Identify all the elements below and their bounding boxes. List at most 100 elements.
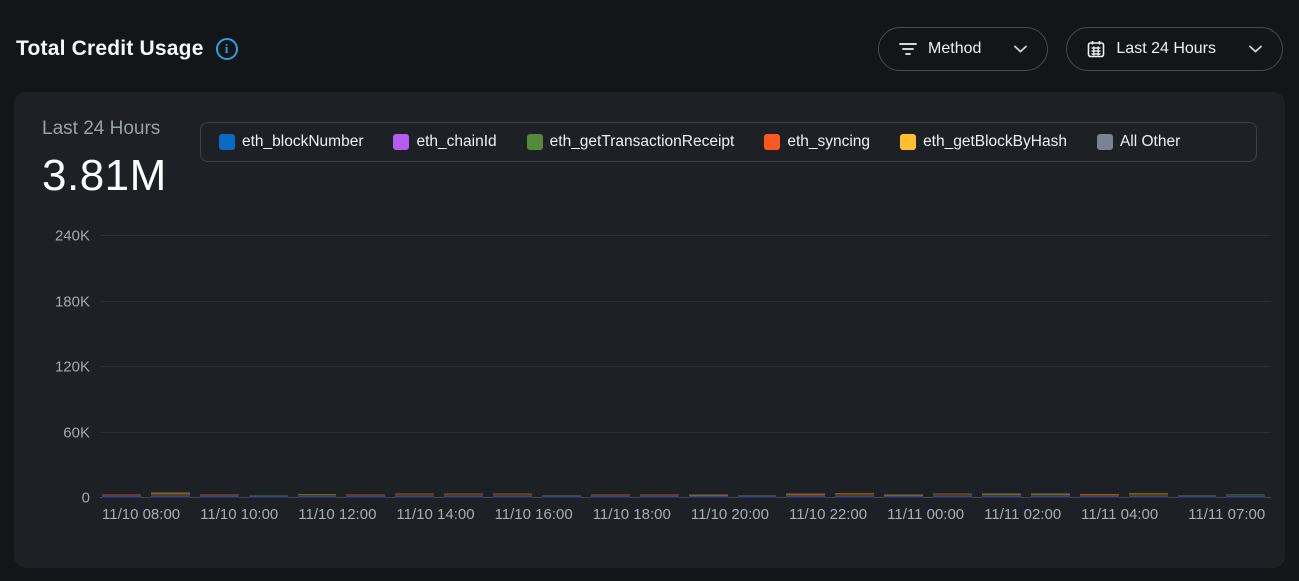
- bar-segment: [884, 495, 924, 496]
- bar-segment: [835, 494, 875, 495]
- bar-segment: [395, 494, 435, 495]
- gridline: [100, 431, 1272, 433]
- bar-segment: [982, 495, 1021, 496]
- bar[interactable]: [395, 493, 435, 498]
- legend-swatch-icon: [900, 134, 917, 150]
- bar-segment: [786, 497, 826, 498]
- bar-segment: [493, 495, 533, 496]
- bar-segment: [1030, 495, 1070, 496]
- page-header: Total Credit Usage i Method: [0, 0, 1299, 72]
- bar-segment: [248, 496, 288, 497]
- y-axis: 0 60K 120K 180K 240K: [42, 228, 100, 507]
- legend-label: eth_blockNumber: [242, 133, 364, 150]
- bar[interactable]: [248, 495, 288, 498]
- x-axis: 11/10 08:00 11/10 10:00 11/10 12:00 11/10 1…: [102, 506, 1265, 532]
- bar[interactable]: [1177, 495, 1217, 498]
- filter-bar: Method Last 24 Hours: [878, 27, 1283, 71]
- bar-segment: [933, 493, 973, 494]
- method-filter-dropdown[interactable]: Method: [878, 27, 1049, 71]
- bar[interactable]: [835, 493, 875, 498]
- bar-segment: [493, 496, 533, 497]
- legend-item[interactable]: eth_blockNumber: [219, 133, 363, 151]
- bar-segment: [737, 495, 777, 496]
- bar[interactable]: [933, 493, 973, 498]
- legend-item[interactable]: eth_getBlockByHash: [900, 133, 1067, 151]
- bar-segment: [297, 494, 337, 495]
- bar[interactable]: [1128, 493, 1168, 498]
- calendar-icon: [1087, 40, 1105, 58]
- method-filter-label: Method: [928, 40, 982, 57]
- y-tick-label: 0: [81, 489, 90, 507]
- bar-segment: [1177, 495, 1217, 496]
- info-icon[interactable]: i: [215, 38, 238, 60]
- time-range-label: Last 24 Hours: [1116, 40, 1216, 57]
- bar-segment: [688, 497, 728, 498]
- bar-segment: [395, 495, 435, 496]
- bar[interactable]: [1030, 493, 1070, 498]
- bar[interactable]: [102, 494, 141, 498]
- bar-segment: [639, 497, 679, 498]
- bar[interactable]: [1079, 494, 1119, 498]
- gridline: [100, 497, 1272, 498]
- bar-segment: [982, 496, 1021, 497]
- legend-swatch-icon: [764, 134, 781, 150]
- bar[interactable]: [297, 494, 337, 498]
- bar-segment: [150, 495, 190, 496]
- legend-item[interactable]: All Other: [1096, 133, 1181, 151]
- bar-segment: [1079, 495, 1119, 496]
- bar[interactable]: [737, 495, 777, 498]
- bar[interactable]: [639, 494, 679, 498]
- legend-swatch-icon: [393, 134, 410, 150]
- bar-segment: [199, 495, 239, 496]
- y-tick-label: 60K: [63, 424, 90, 441]
- legend-label: eth_getBlockByHash: [923, 133, 1067, 150]
- bar[interactable]: [884, 494, 924, 498]
- bar[interactable]: [542, 495, 581, 498]
- bar-segment: [493, 494, 533, 495]
- bar-segment: [1030, 493, 1070, 494]
- bar-segment: [297, 495, 337, 496]
- bar[interactable]: [688, 494, 728, 498]
- bar-segment: [150, 494, 190, 495]
- bar-segment: [835, 495, 875, 496]
- bar[interactable]: [786, 493, 826, 498]
- bar-segment: [150, 497, 190, 498]
- bar-segment: [590, 496, 630, 497]
- bar-segment: [346, 495, 386, 496]
- bar-segment: [982, 497, 1021, 498]
- bar-segment: [1079, 494, 1119, 495]
- bar-segment: [1226, 495, 1266, 496]
- bar-segment: [1030, 497, 1070, 498]
- bar-segment: [395, 497, 435, 498]
- bar[interactable]: [1226, 494, 1266, 498]
- bar[interactable]: [590, 494, 630, 498]
- bar[interactable]: [444, 493, 484, 498]
- bar-segment: [590, 494, 630, 495]
- bar-segment: [102, 494, 141, 495]
- bar-segment: [1226, 497, 1266, 498]
- plot-area: [100, 235, 1272, 498]
- legend-item[interactable]: eth_getTransactionReceipt: [526, 133, 734, 151]
- bar[interactable]: [982, 493, 1021, 498]
- bar-segment: [1128, 495, 1168, 496]
- time-range-dropdown[interactable]: Last 24 Hours: [1066, 27, 1283, 71]
- y-tick-label: 180K: [54, 293, 90, 310]
- bar-segment: [1226, 496, 1266, 497]
- x-tick-label: 11/11 07:00: [1188, 506, 1266, 523]
- bar[interactable]: [346, 494, 386, 498]
- bar[interactable]: [150, 492, 190, 498]
- bar-segment: [639, 494, 679, 495]
- bar[interactable]: [199, 494, 239, 498]
- gridline: [100, 300, 1272, 302]
- bar-segment: [150, 493, 190, 494]
- legend-item[interactable]: eth_chainId: [393, 133, 497, 151]
- bar-segment: [1030, 494, 1070, 495]
- bar-segment: [639, 495, 679, 496]
- bar-segment: [102, 497, 141, 498]
- legend-item[interactable]: eth_syncing: [764, 133, 870, 151]
- filter-lines-icon: [899, 42, 917, 56]
- bar-segment: [1079, 497, 1119, 498]
- legend-label: All Other: [1119, 133, 1181, 150]
- bar-segment: [493, 493, 533, 494]
- bar[interactable]: [493, 493, 533, 498]
